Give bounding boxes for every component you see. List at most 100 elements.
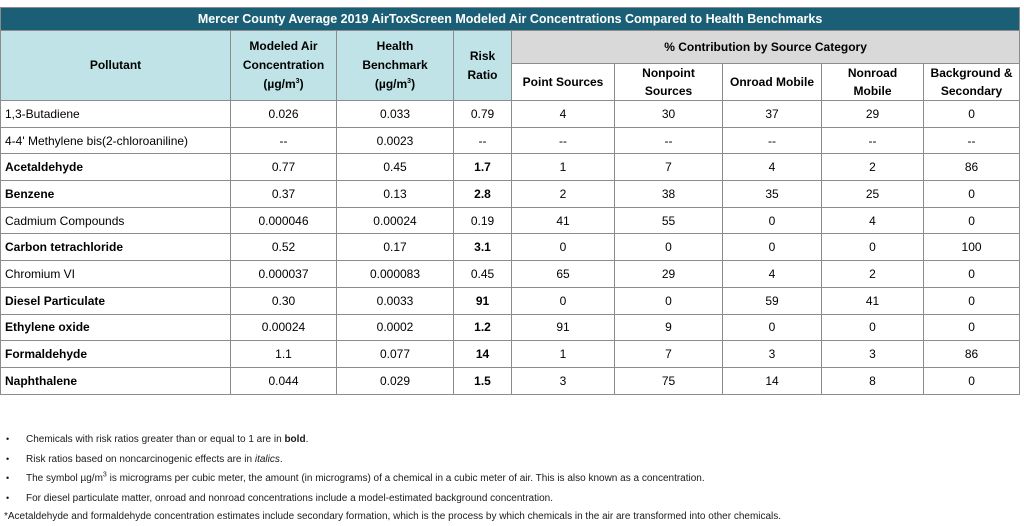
table-row: Cadmium Compounds 0.000046 0.00024 0.19 … bbox=[0, 206, 1021, 235]
nonpoint-sources-cell: 0 bbox=[614, 286, 723, 315]
onroad-mobile-cell: 0 bbox=[722, 206, 822, 235]
concentration-cell: 0.30 bbox=[230, 286, 337, 315]
nonpoint-sources-cell: 75 bbox=[614, 366, 723, 395]
header-nonpoint-sources: Nonpoint Sources bbox=[614, 63, 723, 101]
nonroad-mobile-cell: 29 bbox=[821, 100, 924, 128]
background-cell: 0 bbox=[922, 206, 1021, 235]
benchmark-cell: 0.029 bbox=[336, 366, 454, 395]
header-source-contribution: % Contribution by Source Category bbox=[510, 30, 1021, 64]
risk-ratio-cell: 1.7 bbox=[453, 153, 512, 182]
header-background-secondary: Background & Secondary bbox=[922, 63, 1021, 101]
footnote-secondary-formation: *Acetaldehyde and formaldehyde concentra… bbox=[4, 511, 782, 522]
note-diesel: • For diesel particulate matter, onroad … bbox=[0, 489, 1020, 509]
nonpoint-sources-cell: 38 bbox=[614, 180, 723, 208]
background-cell: 0 bbox=[922, 313, 1021, 342]
benchmark-cell: 0.00024 bbox=[336, 206, 454, 235]
nonroad-mobile-cell: 4 bbox=[821, 206, 924, 235]
point-sources-cell: 0 bbox=[511, 286, 615, 315]
table-row: Acetaldehyde 0.77 0.45 1.7 1 7 4 2 86 bbox=[0, 153, 1021, 182]
benchmark-table: Mercer County Average 2019 AirToxScreen … bbox=[0, 7, 1021, 395]
background-cell: 0 bbox=[922, 286, 1021, 315]
nonpoint-sources-cell: 0 bbox=[614, 233, 723, 262]
pollutant-cell: Formaldehyde bbox=[0, 340, 231, 368]
risk-ratio-cell: 2.8 bbox=[453, 180, 512, 208]
benchmark-cell: 0.17 bbox=[336, 233, 454, 262]
onroad-mobile-cell: 37 bbox=[722, 100, 822, 128]
nonroad-mobile-cell: 25 bbox=[821, 180, 924, 208]
concentration-cell: 0.000037 bbox=[230, 260, 337, 288]
nonpoint-sources-cell: 29 bbox=[614, 260, 723, 288]
onroad-mobile-cell: 4 bbox=[722, 153, 822, 182]
risk-ratio-cell: 0.45 bbox=[453, 260, 512, 288]
point-sources-cell: 1 bbox=[511, 153, 615, 182]
nonpoint-sources-cell: 9 bbox=[614, 313, 723, 342]
nonpoint-sources-cell: 55 bbox=[614, 206, 723, 235]
table-row: 1,3-Butadiene 0.026 0.033 0.79 4 30 37 2… bbox=[0, 100, 1021, 128]
pollutant-cell: Naphthalene bbox=[0, 366, 231, 395]
point-sources-cell: 41 bbox=[511, 206, 615, 235]
nonroad-mobile-cell: 2 bbox=[821, 260, 924, 288]
table-row: Chromium VI 0.000037 0.000083 0.45 65 29… bbox=[0, 260, 1021, 288]
benchmark-cell: 0.45 bbox=[336, 153, 454, 182]
point-sources-cell: 2 bbox=[511, 180, 615, 208]
point-sources-cell: 91 bbox=[511, 313, 615, 342]
nonroad-mobile-cell: 0 bbox=[821, 313, 924, 342]
nonroad-mobile-cell: 2 bbox=[821, 153, 924, 182]
header-nonroad-mobile: Nonroad Mobile bbox=[821, 63, 924, 101]
concentration-cell: 0.026 bbox=[230, 100, 337, 128]
note-unit-definition: • The symbol µg/m3 is micrograms per cub… bbox=[0, 469, 1020, 489]
risk-ratio-cell: 3.1 bbox=[453, 233, 512, 262]
point-sources-cell: -- bbox=[511, 126, 615, 155]
benchmark-cell: 0.0033 bbox=[336, 286, 454, 315]
concentration-cell: 0.000046 bbox=[230, 206, 337, 235]
table-row: Ethylene oxide 0.00024 0.0002 1.2 91 9 0… bbox=[0, 313, 1021, 342]
risk-ratio-cell: 1.5 bbox=[453, 366, 512, 395]
onroad-mobile-cell: 14 bbox=[722, 366, 822, 395]
concentration-cell: 0.52 bbox=[230, 233, 337, 262]
notes-section: • Chemicals with risk ratios greater tha… bbox=[0, 430, 1020, 526]
point-sources-cell: 65 bbox=[511, 260, 615, 288]
risk-ratio-cell: 1.2 bbox=[453, 313, 512, 342]
note-italic-risk: • Risk ratios based on noncarcinogenic e… bbox=[0, 450, 1020, 470]
table-row: 4-4' Methylene bis(2-chloroaniline) -- 0… bbox=[0, 126, 1021, 155]
nonroad-mobile-cell: 41 bbox=[821, 286, 924, 315]
background-cell: 0 bbox=[922, 260, 1021, 288]
header-onroad-mobile: Onroad Mobile bbox=[722, 63, 822, 101]
concentration-cell: 1.1 bbox=[230, 340, 337, 368]
nonpoint-sources-cell: -- bbox=[614, 126, 723, 155]
background-cell: 0 bbox=[922, 100, 1021, 128]
note-bold-risk: • Chemicals with risk ratios greater tha… bbox=[0, 430, 1020, 450]
onroad-mobile-cell: -- bbox=[722, 126, 822, 155]
pollutant-cell: Chromium VI bbox=[0, 260, 231, 288]
pollutant-cell: Acetaldehyde bbox=[0, 153, 231, 182]
benchmark-cell: 0.033 bbox=[336, 100, 454, 128]
table-row: Carbon tetrachloride 0.52 0.17 3.1 0 0 0… bbox=[0, 233, 1021, 262]
onroad-mobile-cell: 59 bbox=[722, 286, 822, 315]
pollutant-cell: Cadmium Compounds bbox=[0, 206, 231, 235]
concentration-cell: 0.044 bbox=[230, 366, 337, 395]
bullet-icon: • bbox=[6, 473, 10, 483]
risk-ratio-cell: 0.79 bbox=[453, 100, 512, 128]
nonpoint-sources-cell: 7 bbox=[614, 153, 723, 182]
nonroad-mobile-cell: 8 bbox=[821, 366, 924, 395]
background-cell: -- bbox=[922, 126, 1021, 155]
pollutant-cell: Diesel Particulate bbox=[0, 286, 231, 315]
nonpoint-sources-cell: 7 bbox=[614, 340, 723, 368]
risk-ratio-cell: 0.19 bbox=[453, 206, 512, 235]
benchmark-cell: 0.077 bbox=[336, 340, 454, 368]
risk-ratio-cell: 91 bbox=[453, 286, 512, 315]
concentration-cell: 0.77 bbox=[230, 153, 337, 182]
concentration-cell: 0.00024 bbox=[230, 313, 337, 342]
pollutant-cell: 4-4' Methylene bis(2-chloroaniline) bbox=[0, 126, 231, 155]
nonroad-mobile-cell: 0 bbox=[821, 233, 924, 262]
bullet-icon: • bbox=[6, 434, 10, 444]
benchmark-cell: 0.13 bbox=[336, 180, 454, 208]
background-cell: 0 bbox=[922, 180, 1021, 208]
table-title: Mercer County Average 2019 AirToxScreen … bbox=[0, 7, 1021, 31]
onroad-mobile-cell: 4 bbox=[722, 260, 822, 288]
onroad-mobile-cell: 3 bbox=[722, 340, 822, 368]
background-cell: 100 bbox=[922, 233, 1021, 262]
nonpoint-sources-cell: 30 bbox=[614, 100, 723, 128]
header-modeled-concentration: Modeled Air Concentration (µg/m3) bbox=[230, 30, 337, 101]
point-sources-cell: 0 bbox=[511, 233, 615, 262]
